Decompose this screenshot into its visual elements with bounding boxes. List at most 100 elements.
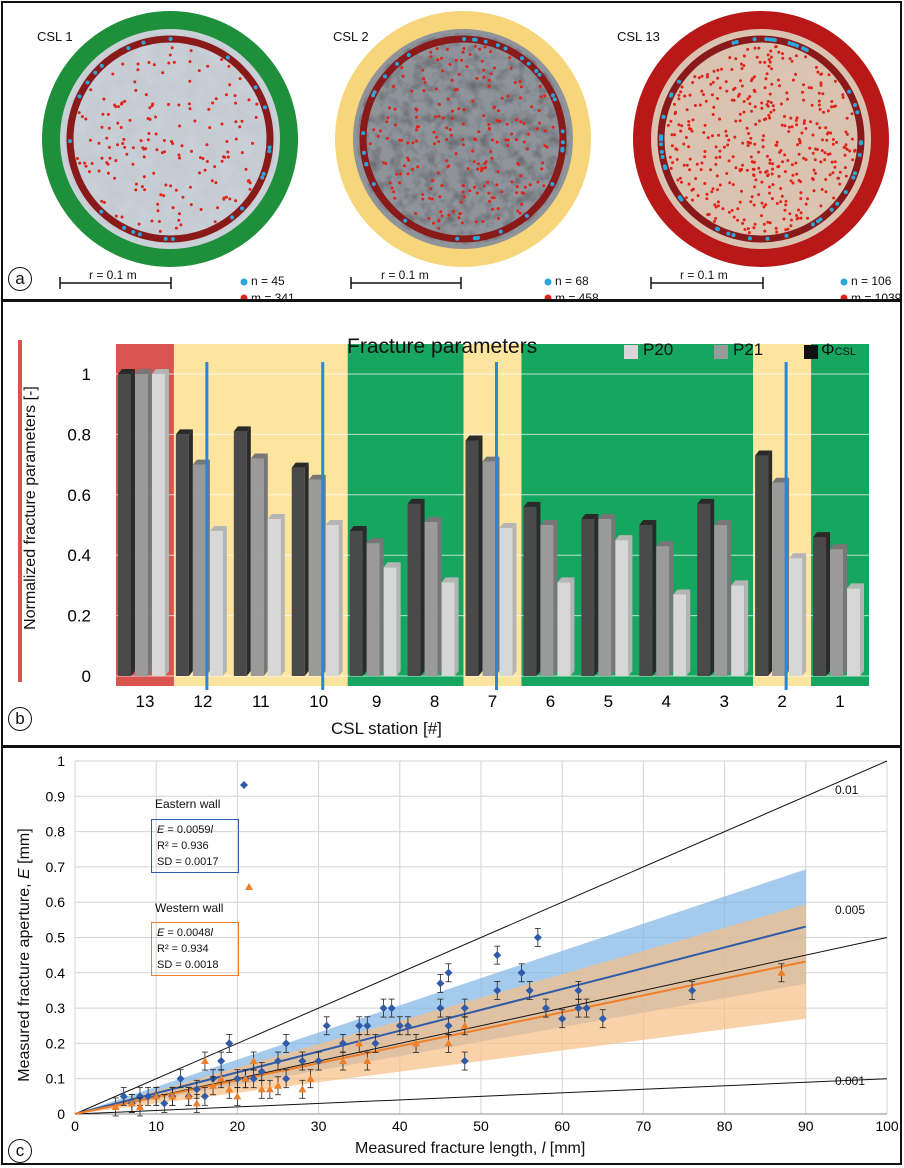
fracture-endpoint — [226, 150, 230, 154]
fracture-endpoint — [436, 58, 440, 62]
bar-side — [727, 520, 732, 676]
fracture-endpoint — [415, 125, 419, 129]
fracture-endpoint — [753, 142, 757, 146]
diamond-marker — [176, 1074, 185, 1083]
bar-top — [209, 526, 227, 532]
fracture-endpoint — [714, 205, 718, 209]
fracture-endpoint — [774, 143, 778, 147]
fracture-endpoint — [739, 62, 743, 66]
fracture-endpoint — [401, 74, 405, 78]
fracture-endpoint — [740, 67, 744, 71]
fracture-endpoint — [730, 68, 734, 71]
legend-swatch-p20 — [624, 345, 638, 359]
bar-face — [673, 594, 687, 676]
y-tick-label: 0.6 — [67, 486, 91, 505]
fracture-endpoint — [753, 185, 757, 189]
fracture-endpoint — [487, 126, 491, 130]
fracture-endpoint — [488, 199, 491, 203]
fracture-endpoint — [819, 204, 823, 208]
fracture-endpoint — [518, 211, 522, 215]
fracture-endpoint — [829, 131, 833, 135]
fracture-endpoint — [709, 82, 713, 86]
triangle-marker — [233, 1092, 242, 1100]
fracture-endpoint — [816, 70, 820, 74]
circle-intersection — [524, 213, 529, 218]
fracture-endpoint — [741, 163, 744, 167]
fracture-endpoint — [725, 134, 729, 138]
scale-label: r = 0.1 m — [381, 268, 429, 282]
x-tick-label: 6 — [546, 692, 555, 711]
fracture-endpoint — [680, 124, 684, 128]
fracture-endpoint — [102, 200, 106, 204]
bar-face — [366, 543, 380, 676]
fracture-endpoint — [718, 155, 722, 159]
bar-Φ-8 — [407, 498, 425, 676]
fracture-endpoint — [450, 78, 454, 82]
bar-top — [598, 513, 616, 519]
fracture-endpoint — [106, 171, 110, 175]
fracture-endpoint — [726, 143, 730, 147]
fracture-endpoint — [770, 172, 774, 176]
fracture-endpoint — [468, 53, 472, 56]
bar-face — [424, 521, 438, 676]
fracture-endpoint — [767, 64, 771, 68]
circle-intersection — [395, 61, 399, 66]
fracture-endpoint — [833, 79, 837, 83]
fracture-endpoint — [447, 164, 451, 168]
ref-label-0.005: 0.005 — [835, 903, 866, 917]
triangle-marker — [111, 1102, 120, 1110]
fracture-endpoint — [763, 60, 767, 64]
fracture-endpoint — [797, 137, 801, 141]
fracture-endpoint — [421, 68, 425, 72]
fracture-endpoint — [676, 178, 680, 182]
fracture-endpoint — [487, 78, 491, 82]
fracture-endpoint — [136, 68, 140, 72]
circle-intersection — [835, 201, 840, 206]
fracture-endpoint — [87, 170, 91, 174]
fracture-endpoint — [765, 72, 769, 76]
fracture-endpoint — [675, 158, 679, 161]
fracture-endpoint — [240, 151, 244, 155]
x-axis-label: CSL station [#] — [331, 719, 442, 738]
bar-side — [362, 526, 367, 676]
fracture-endpoint — [741, 221, 745, 225]
fracture-endpoint — [76, 157, 79, 160]
circle-intersection — [361, 131, 366, 136]
fracture-endpoint — [685, 163, 689, 167]
bar-top — [813, 532, 831, 538]
circle-intersection — [483, 39, 488, 44]
fracture-endpoint — [734, 166, 738, 170]
fracture-endpoint — [422, 89, 426, 93]
fracture-endpoint — [465, 65, 469, 69]
bar-top — [134, 369, 152, 374]
fracture-endpoint — [406, 172, 410, 176]
east-data-point — [144, 1086, 153, 1106]
circle-intersection — [847, 89, 852, 94]
bar-top — [755, 450, 773, 456]
fracture-endpoint — [783, 115, 786, 118]
fracture-endpoint — [174, 226, 178, 230]
fracture-endpoint — [162, 194, 166, 198]
triangle-marker — [192, 1099, 201, 1107]
diamond-marker — [436, 979, 445, 988]
circle-intersection — [747, 236, 752, 241]
fracture-endpoint — [750, 160, 754, 164]
fracture-endpoint — [769, 101, 773, 104]
fracture-endpoint — [88, 138, 92, 142]
fracture-endpoint — [790, 125, 794, 129]
fracture-endpoint — [188, 185, 192, 189]
circle-intersection — [170, 237, 175, 241]
fracture-endpoint — [741, 141, 745, 145]
fracture-endpoint — [771, 167, 775, 171]
fracture-endpoint — [799, 180, 803, 184]
fracture-endpoint — [167, 103, 170, 106]
fracture-endpoint — [385, 120, 389, 124]
fracture-endpoint — [248, 181, 252, 185]
fracture-endpoint — [457, 107, 461, 111]
fracture-endpoint — [705, 192, 709, 196]
circle-intersection — [663, 166, 668, 171]
fracture-endpoint — [478, 47, 482, 51]
fracture-endpoint — [781, 56, 785, 60]
bar-side — [263, 453, 268, 676]
fracture-endpoint — [797, 152, 801, 156]
